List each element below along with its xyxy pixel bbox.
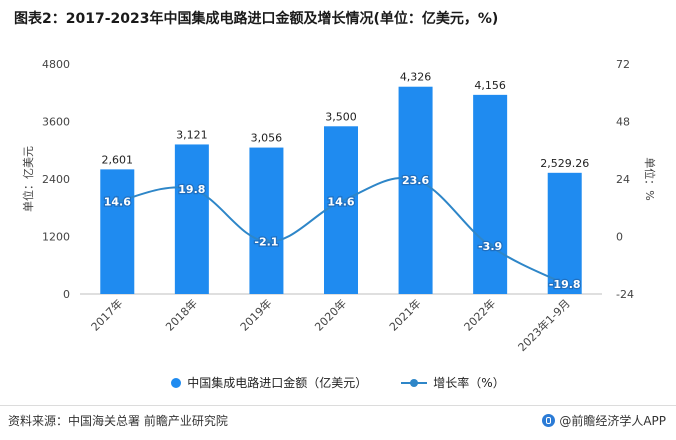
- growth-value-label: 23.6: [402, 174, 429, 187]
- credit-text: @前瞻经济学人APP: [559, 414, 666, 428]
- growth-point: [263, 238, 270, 245]
- growth-value-label: 19.8: [178, 183, 205, 196]
- x-tick-label: 2020年: [312, 296, 349, 333]
- y-right-tick-label: 0: [616, 231, 623, 244]
- growth-point: [338, 198, 344, 205]
- growth-line-layer: [114, 176, 568, 287]
- source-note: 资料来源：中国海关总署 前瞻产业研究院: [8, 414, 228, 428]
- growth-point: [561, 280, 568, 287]
- y-right-axis-title: 单位：%: [643, 157, 657, 200]
- x-tick-label: 2022年: [461, 296, 498, 333]
- y-left-tick-label: 1200: [42, 231, 70, 244]
- y-right-tick-label: 48: [616, 116, 630, 129]
- bar-value-label: 3,500: [325, 110, 357, 123]
- y-left-tick-label: 3600: [42, 116, 70, 129]
- y-right-tick-label: -24: [616, 288, 634, 301]
- bars-layer: [100, 86, 582, 295]
- x-tick-label: 2023年1-9月: [515, 296, 573, 354]
- y-right-tick-label: 72: [616, 58, 630, 71]
- x-tick-label: 2021年: [386, 296, 423, 333]
- x-tick-label: 2019年: [237, 296, 274, 333]
- growth-value-label: 14.6: [104, 196, 131, 209]
- bar-value-label: 2,601: [102, 153, 134, 166]
- bar: [547, 172, 582, 294]
- bar: [249, 147, 284, 294]
- growth-point: [114, 198, 121, 205]
- y-left-tick-label: 4800: [42, 58, 70, 71]
- growth-value-label: 14.6: [327, 196, 354, 209]
- bar-value-label: 3,056: [251, 132, 283, 145]
- y-right-tick-label: 24: [616, 173, 630, 186]
- footer-divider: [0, 405, 676, 406]
- bar: [398, 86, 433, 295]
- app-logo-icon: [542, 414, 556, 427]
- legend-item-growth: 增长率（%）: [401, 374, 505, 391]
- y-left-axis-title: 单位：亿美元: [21, 146, 35, 212]
- growth-value-label: -3.9: [478, 240, 502, 253]
- x-tick-label: 2017年: [88, 296, 125, 333]
- bar: [473, 94, 508, 294]
- growth-value-label: -19.8: [549, 278, 581, 291]
- growth-value-label: -2.1: [254, 236, 278, 249]
- bar-value-label: 4,156: [474, 79, 506, 92]
- bar-value-label: 2,529.26: [540, 157, 589, 170]
- labels-layer: 2,601 3,121 3,056 3,500 4,326 4,156 2,529.26 14…: [102, 71, 590, 292]
- credit: @前瞻经济学人APP: [542, 412, 666, 429]
- x-tick-label: 2018年: [163, 296, 200, 333]
- bar-value-label: 3,121: [176, 128, 208, 141]
- legend-item-amount: 中国集成电路进口金额（亿美元）: [171, 374, 367, 391]
- y-left-tick-label: 0: [63, 288, 70, 301]
- growth-point: [188, 186, 195, 193]
- y-left-tick-label: 2400: [42, 173, 70, 186]
- bar-value-label: 4,326: [400, 71, 432, 84]
- growth-point: [412, 176, 419, 183]
- legend-label-amount: 中国集成电路进口金额（亿美元）: [187, 376, 368, 390]
- bar: [100, 169, 135, 294]
- legend-bar-marker-icon: [171, 377, 182, 388]
- bar: [324, 126, 358, 295]
- legend-line-marker-icon: [401, 378, 428, 387]
- bar: [174, 144, 209, 294]
- legend: 中国集成电路进口金额（亿美元） 增长率（%）: [0, 374, 676, 391]
- legend-label-growth: 增长率（%）: [433, 376, 505, 390]
- chart-title: 图表2：2017-2023年中国集成电路进口金额及增长情况(单位：亿美元，%): [14, 11, 499, 27]
- growth-point: [487, 242, 494, 249]
